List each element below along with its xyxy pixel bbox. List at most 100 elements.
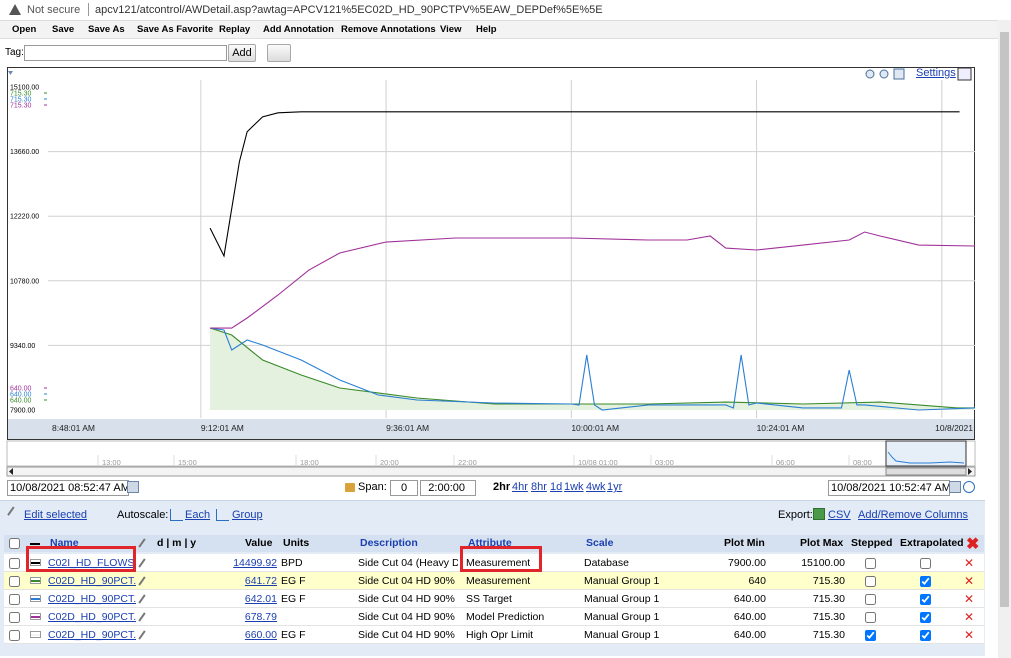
value[interactable]: 660.00: [244, 629, 277, 641]
delete-row[interactable]: ✕: [964, 574, 975, 588]
tag-name[interactable]: C02D_HD_90PCT...: [48, 575, 136, 587]
value[interactable]: 642.01: [244, 593, 277, 605]
row-select[interactable]: [9, 558, 20, 569]
calendar-icon[interactable]: [127, 481, 139, 493]
table-row: [4, 572, 984, 590]
span-days[interactable]: 0: [390, 480, 418, 496]
span-preset[interactable]: 4hr: [512, 481, 528, 493]
attribute: Measurement: [466, 557, 531, 569]
menu-item[interactable]: Save As Favorite: [137, 24, 214, 35]
column-header[interactable]: Description: [360, 537, 418, 549]
attribute: Measurement: [466, 575, 531, 587]
end-date[interactable]: 10/08/2021 10:52:47 AM: [828, 480, 951, 496]
navigator-label: 15:00: [178, 458, 197, 467]
extrapolated-checkbox[interactable]: [920, 594, 931, 605]
tag-input[interactable]: [24, 45, 227, 61]
span-preset[interactable]: 1wk: [564, 481, 584, 493]
column-header[interactable]: Value: [245, 537, 273, 549]
navigator-scroll: [6, 466, 976, 477]
series-line: [209, 111, 960, 258]
tag-name[interactable]: C02D_HD_90PCT...: [48, 629, 136, 641]
column-header[interactable]: Stepped: [851, 537, 893, 549]
navigator-trend: [887, 451, 965, 464]
menu-item[interactable]: Add Annotation: [263, 24, 334, 35]
edit-selected[interactable]: Edit selected: [24, 509, 87, 521]
menu-item[interactable]: Remove Annotations: [341, 24, 436, 35]
row-color-line: [31, 580, 40, 582]
settings-link[interactable]: Settings: [916, 67, 956, 79]
autoscale-group[interactable]: Group: [232, 509, 263, 521]
units: EG F: [281, 593, 306, 605]
column-header[interactable]: Plot Min: [724, 537, 765, 549]
extrapolated-checkbox[interactable]: [920, 612, 931, 623]
delete-row[interactable]: ✕: [964, 628, 975, 642]
row-select[interactable]: [9, 630, 20, 641]
delete-row[interactable]: ✕: [964, 610, 975, 624]
stepped-checkbox[interactable]: [865, 576, 876, 587]
column-header[interactable]: Scale: [586, 537, 614, 549]
x-tick-label: 10/8/2021: [935, 423, 973, 433]
value[interactable]: 678.79: [244, 611, 277, 623]
series-line: [210, 231, 976, 329]
add-remove-columns[interactable]: Add/Remove Columns: [858, 509, 969, 521]
span-label: Span:: [358, 481, 387, 493]
extrapolated-checkbox[interactable]: [920, 630, 931, 641]
row-select[interactable]: [9, 576, 20, 587]
menu-item[interactable]: Open: [12, 24, 37, 35]
address-bar: [0, 0, 1011, 21]
menu-item[interactable]: Replay: [219, 24, 251, 35]
row-select[interactable]: [9, 594, 20, 605]
value[interactable]: 641.72: [244, 575, 277, 587]
column-header[interactable]: Extrapolated: [900, 537, 964, 549]
stepped-checkbox[interactable]: [865, 612, 876, 623]
description: Side Cut 04 HD 90%: [358, 575, 455, 587]
y-tick-label: 10780.00: [10, 278, 39, 285]
extrapolated-checkbox[interactable]: [920, 576, 931, 587]
span-preset[interactable]: 8hr: [531, 481, 547, 493]
row-select[interactable]: [9, 612, 20, 623]
x-tick-label: 9:12:01 AM: [201, 423, 244, 433]
clock-icon[interactable]: [963, 481, 975, 493]
search-button[interactable]: [267, 44, 291, 62]
tag-name[interactable]: C02I_HD_FLOWSP: [48, 557, 136, 569]
select-all[interactable]: [9, 538, 20, 549]
scroll-left: [9, 468, 13, 475]
tag-name[interactable]: C02D_HD_90PCT...: [48, 611, 136, 623]
menu-item[interactable]: Help: [476, 24, 497, 35]
delete-row[interactable]: ✕: [964, 556, 975, 570]
export-label: Export:: [778, 509, 813, 521]
column-header[interactable]: Plot Max: [800, 537, 844, 549]
span-preset[interactable]: 4wk: [586, 481, 606, 493]
menu-item[interactable]: Save As: [88, 24, 125, 35]
navigator: [6, 440, 976, 467]
calendar-icon[interactable]: [949, 481, 961, 493]
stepped-checkbox[interactable]: [865, 630, 876, 641]
stepped-checkbox[interactable]: [865, 594, 876, 605]
units: BPD: [281, 557, 303, 569]
add-button[interactable]: Add: [228, 44, 256, 62]
value[interactable]: 14499.92: [233, 557, 277, 569]
scrollbar-thumb[interactable]: [1000, 32, 1009, 607]
start-date[interactable]: 10/08/2021 08:52:47 AM: [7, 480, 130, 496]
autoscale-each[interactable]: Each: [185, 509, 211, 521]
menu-item[interactable]: View: [440, 24, 462, 35]
delete-row[interactable]: ✕: [964, 592, 975, 606]
plot-min: 7900.00: [728, 557, 766, 569]
navigator-label: 22:00: [458, 458, 477, 467]
table-row: [4, 626, 984, 644]
delete-all[interactable]: ✖: [966, 536, 980, 553]
navigator-label: 06:00: [776, 458, 795, 467]
column-header[interactable]: d | m | y: [157, 537, 197, 549]
tag-name[interactable]: C02D_HD_90PCT...: [48, 593, 136, 605]
column-header[interactable]: Units: [283, 537, 310, 549]
stepped-checkbox[interactable]: [865, 558, 876, 569]
menu-item[interactable]: Save: [52, 24, 75, 35]
export-csv[interactable]: CSV: [828, 509, 851, 521]
extrapolated-checkbox[interactable]: [920, 558, 931, 569]
y-tick-label: 715.30: [10, 97, 32, 104]
span-preset[interactable]: 1d: [550, 481, 563, 493]
span-time[interactable]: 2:00:00: [420, 480, 476, 496]
span-preset[interactable]: 2hr: [493, 481, 511, 493]
span-preset[interactable]: 1yr: [607, 481, 623, 493]
